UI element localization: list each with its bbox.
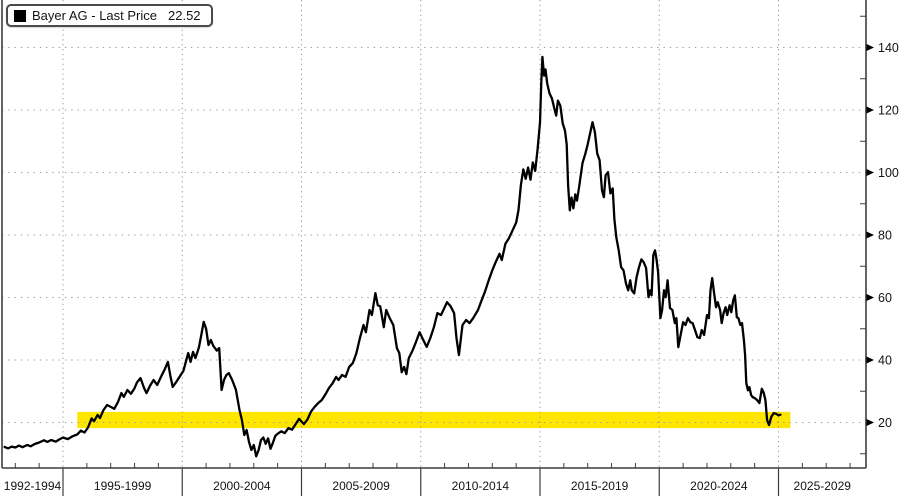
- y-tick-arrow-icon: [866, 356, 874, 364]
- x-group-label[interactable]: 2000-2004: [213, 479, 271, 493]
- y-tick-label[interactable]: 80: [878, 229, 892, 243]
- y-tick-arrow-icon: [866, 419, 874, 426]
- x-group-label[interactable]: 2020-2024: [690, 479, 748, 493]
- y-tick-label[interactable]: 60: [878, 291, 892, 305]
- y-tick-label[interactable]: 140: [878, 41, 899, 55]
- y-tick-arrow-icon: [866, 169, 874, 176]
- last-price-highlight-band: [77, 411, 791, 429]
- x-group-label[interactable]: 1995-1999: [94, 479, 152, 493]
- y-tick-arrow-icon: [866, 294, 874, 301]
- y-tick-label[interactable]: 100: [878, 166, 899, 180]
- y-tick-arrow-icon: [866, 106, 874, 114]
- legend-last-price-value: 22.52: [168, 8, 201, 23]
- x-group-label[interactable]: 2005-2009: [332, 479, 390, 493]
- price-line[interactable]: [3, 55, 782, 458]
- y-tick-label[interactable]: 40: [878, 354, 892, 368]
- y-tick-label[interactable]: 20: [878, 416, 892, 430]
- y-tick-arrow-icon: [866, 231, 874, 239]
- legend-box[interactable]: Bayer AG - Last Price 22.52: [6, 4, 213, 27]
- x-group-label[interactable]: 1992-1994: [4, 479, 62, 493]
- legend-series-swatch: [14, 9, 26, 22]
- y-tick-label[interactable]: 120: [878, 104, 899, 118]
- x-group-label[interactable]: 2025-2029: [794, 479, 852, 493]
- x-group-label[interactable]: 2015-2019: [571, 479, 629, 493]
- legend-series-label: Bayer AG - Last Price: [32, 8, 157, 23]
- y-tick-arrow-icon: [866, 44, 874, 51]
- x-group-label[interactable]: 2010-2014: [452, 479, 510, 493]
